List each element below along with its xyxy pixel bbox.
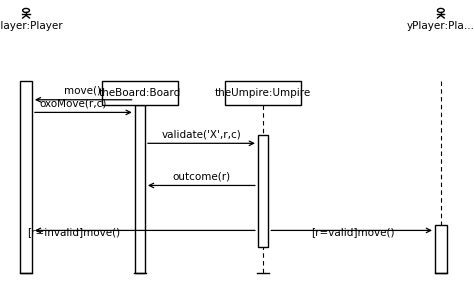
Bar bbox=[435, 225, 447, 273]
Text: yPlayer:Pla…: yPlayer:Pla… bbox=[407, 21, 474, 31]
Bar bbox=[225, 81, 301, 105]
Bar bbox=[102, 81, 178, 105]
Text: theUmpire:Umpire: theUmpire:Umpire bbox=[215, 89, 311, 98]
Text: xPlayer:Player: xPlayer:Player bbox=[0, 21, 64, 31]
Text: move(): move() bbox=[64, 85, 101, 96]
Bar bbox=[20, 81, 32, 273]
Text: [r=invalid]move(): [r=invalid]move() bbox=[27, 227, 120, 237]
Text: validate('X',r,c): validate('X',r,c) bbox=[162, 129, 241, 139]
Text: [r=valid]move(): [r=valid]move() bbox=[311, 227, 395, 237]
Bar bbox=[135, 105, 145, 273]
Text: outcome(r): outcome(r) bbox=[173, 171, 230, 181]
Text: oxoMove(r,c): oxoMove(r,c) bbox=[40, 98, 107, 108]
Bar bbox=[258, 135, 268, 247]
Text: theBoard:Board: theBoard:Board bbox=[99, 89, 181, 98]
